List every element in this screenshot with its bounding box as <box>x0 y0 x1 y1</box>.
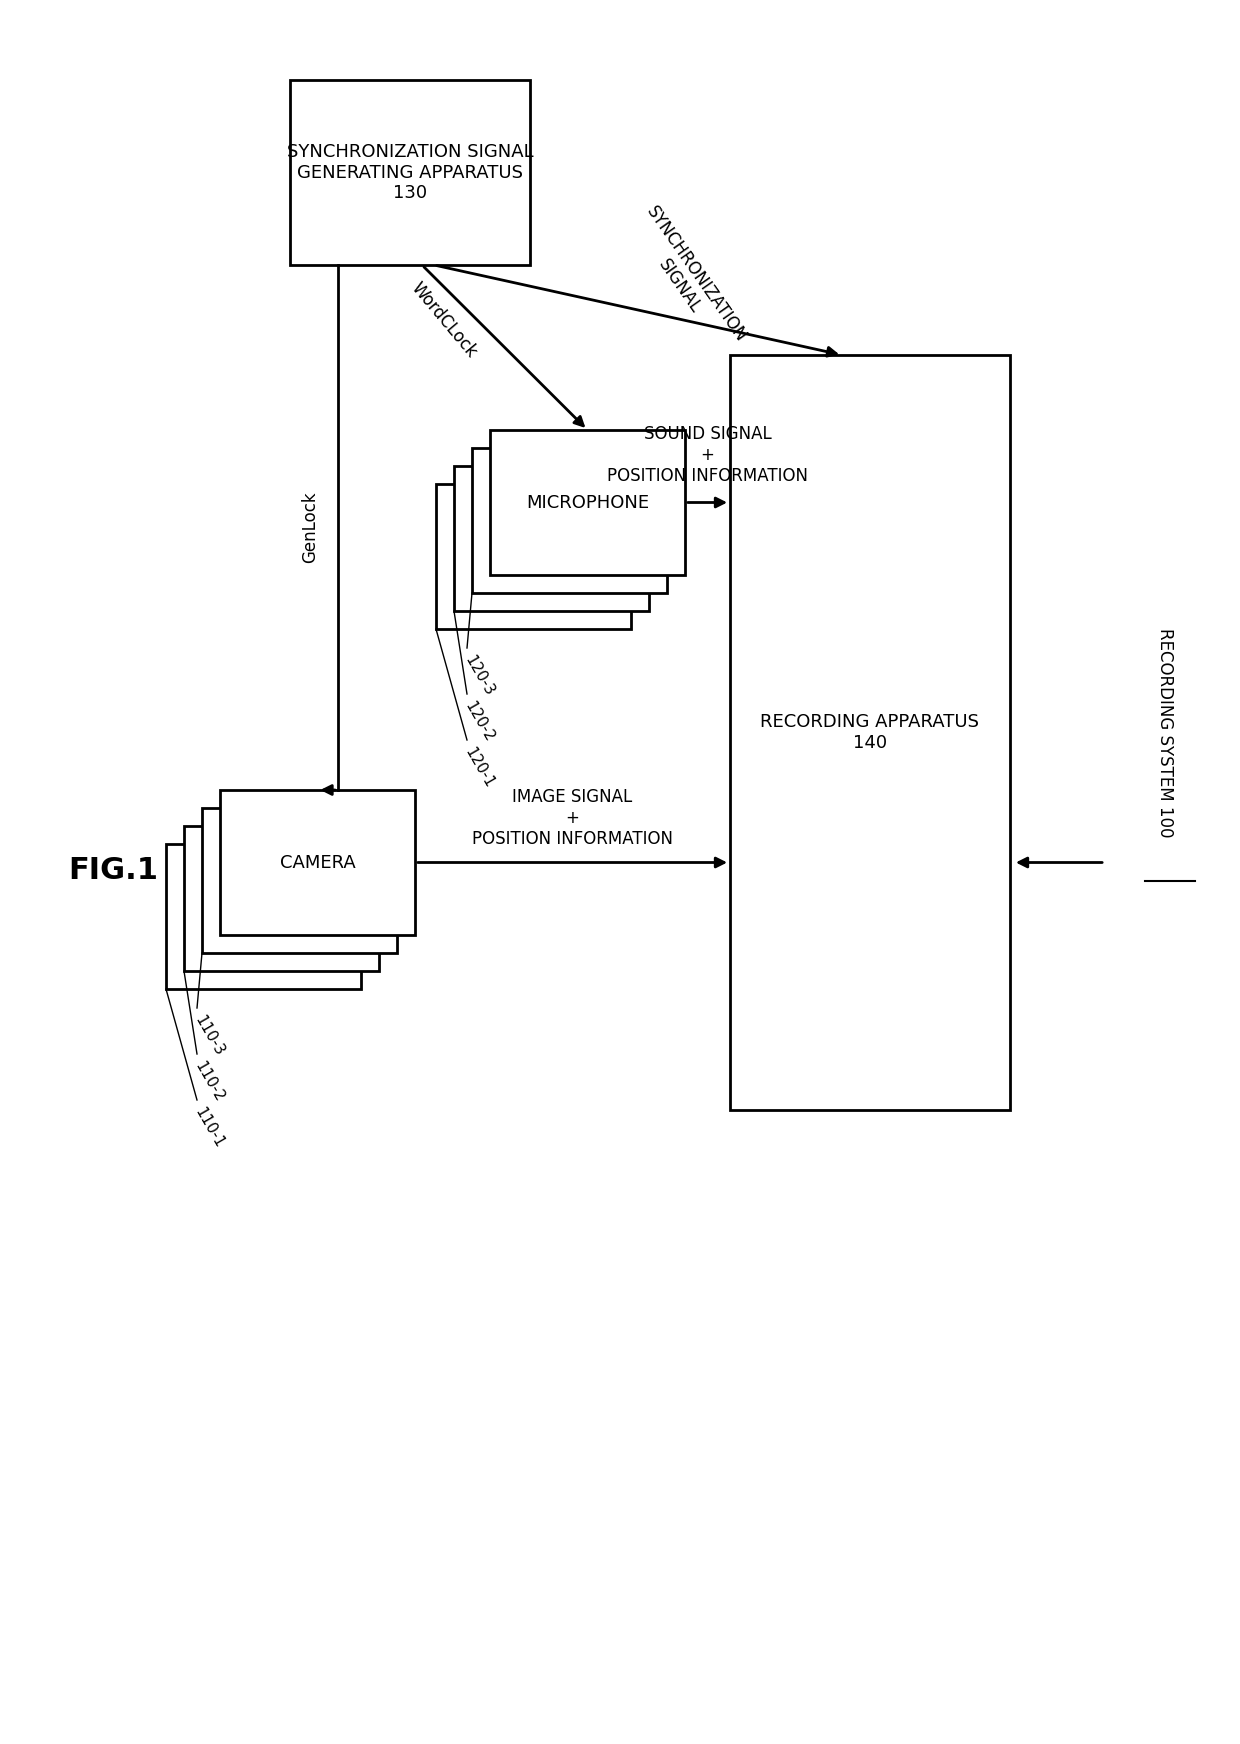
Text: SYNCHRONIZATION SIGNAL
GENERATING APPARATUS
130: SYNCHRONIZATION SIGNAL GENERATING APPARA… <box>286 143 533 202</box>
Text: 120-1: 120-1 <box>463 745 497 790</box>
Text: SYNCHRONIZATION
SIGNAL: SYNCHRONIZATION SIGNAL <box>626 202 750 358</box>
Text: 110-3: 110-3 <box>192 1013 227 1059</box>
Text: GenLock: GenLock <box>301 492 319 563</box>
Bar <box>454 466 649 610</box>
Bar <box>730 356 1011 1109</box>
Bar <box>472 448 667 593</box>
Bar <box>436 485 631 630</box>
Text: MICROPHONE: MICROPHONE <box>526 494 649 511</box>
Bar <box>219 790 415 935</box>
Text: 120-2: 120-2 <box>463 699 497 745</box>
Text: 120-3: 120-3 <box>463 652 497 699</box>
Bar <box>290 80 529 265</box>
Text: 110-1: 110-1 <box>192 1106 227 1151</box>
Text: CAMERA: CAMERA <box>280 853 356 872</box>
Bar <box>184 827 379 971</box>
Text: 110-2: 110-2 <box>192 1059 227 1104</box>
Bar <box>166 844 361 989</box>
Text: IMAGE SIGNAL
+
POSITION INFORMATION: IMAGE SIGNAL + POSITION INFORMATION <box>472 788 673 848</box>
Text: RECORDING SYSTEM 100: RECORDING SYSTEM 100 <box>1156 628 1174 837</box>
Bar <box>202 807 397 952</box>
Text: SOUND SIGNAL
+
POSITION INFORMATION: SOUND SIGNAL + POSITION INFORMATION <box>608 426 808 485</box>
Bar <box>490 431 684 576</box>
Text: RECORDING APPARATUS
140: RECORDING APPARATUS 140 <box>760 713 980 752</box>
Text: WordCLock: WordCLock <box>407 279 480 361</box>
Text: FIG.1: FIG.1 <box>68 856 157 884</box>
